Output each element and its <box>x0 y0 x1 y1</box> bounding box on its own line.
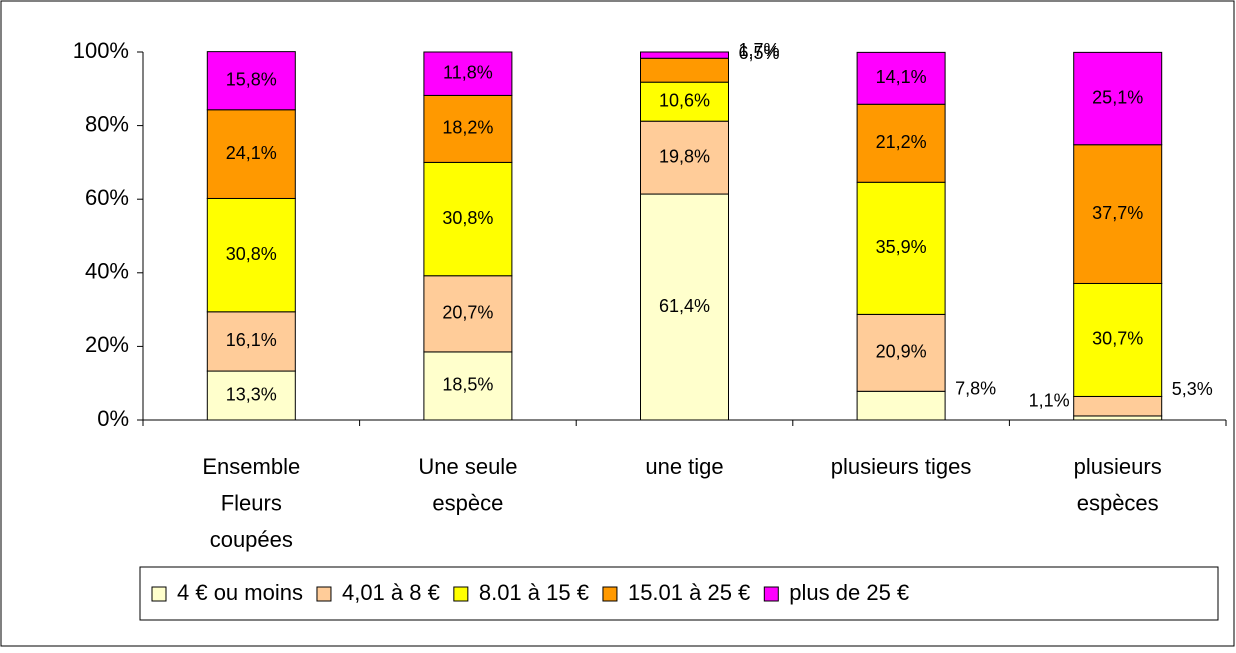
data-label: 35,9% <box>876 237 927 257</box>
bar-segment <box>206 109 296 199</box>
bar-segment <box>856 313 946 392</box>
y-tick-label: 0% <box>97 406 129 431</box>
data-label: 1,7% <box>739 40 780 60</box>
y-tick-label: 40% <box>85 259 129 284</box>
data-label: 5,3% <box>1172 379 1213 399</box>
bar-segment <box>640 81 729 122</box>
legend-swatch <box>763 586 779 602</box>
x-tick-line: plusieurs tiges <box>831 454 972 479</box>
data-label: 24,1% <box>226 143 277 163</box>
legend-swatch <box>151 586 167 602</box>
y-tick-label: 20% <box>85 332 129 357</box>
legend-label: 8.01 à 15 € <box>479 580 589 605</box>
data-label: 30,8% <box>226 244 277 264</box>
data-label: 20,9% <box>876 342 927 362</box>
bar-segment <box>856 181 946 315</box>
bar-segment <box>206 311 296 372</box>
data-label: 37,7% <box>1092 203 1143 223</box>
bar-segment <box>1073 415 1163 421</box>
x-tick-label: plusieurs tiges <box>831 454 972 479</box>
legend-label: 15.01 à 25 € <box>628 580 750 605</box>
x-tick-line: une tige <box>645 454 723 479</box>
bar-segment <box>640 120 729 195</box>
x-tick-line: espèces <box>1077 490 1159 515</box>
data-label: 15,8% <box>226 69 277 89</box>
bar-segment <box>1073 282 1163 397</box>
data-label: 18,2% <box>442 118 493 138</box>
bar-segment <box>206 197 296 313</box>
data-label: 61,4% <box>659 296 710 316</box>
bar-segment <box>423 275 513 353</box>
data-label: 7,8% <box>955 378 996 398</box>
bar-segment <box>640 51 729 59</box>
data-label: 30,8% <box>442 208 493 228</box>
bar-segment <box>856 103 946 183</box>
y-tick-label: 80% <box>85 111 129 136</box>
data-label: 19,8% <box>659 146 710 166</box>
data-label: 10,6% <box>659 90 710 110</box>
x-tick-line: Fleurs <box>221 490 282 515</box>
y-tick-label: 100% <box>73 38 129 63</box>
data-label: 20,7% <box>442 303 493 323</box>
legend-label: 4,01 à 8 € <box>342 580 440 605</box>
data-label: 16,1% <box>226 330 277 350</box>
bar-segment <box>1073 395 1163 417</box>
x-tick-label: plusieurs espèces <box>1074 454 1162 516</box>
bar-segment <box>206 370 296 421</box>
x-tick-line: plusieurs <box>1074 454 1162 479</box>
data-label: 13,3% <box>226 384 277 404</box>
bar-segment <box>423 94 513 163</box>
legend-label: plus de 25 € <box>789 580 909 605</box>
x-tick-line: Ensemble <box>202 454 300 479</box>
bar-segment <box>1073 144 1163 284</box>
data-label: 21,2% <box>876 132 927 152</box>
bar-segment <box>423 351 513 421</box>
bar-segment <box>640 57 729 83</box>
data-label: 25,1% <box>1092 87 1143 107</box>
legend-label: 4 € ou moins <box>177 580 303 605</box>
x-tick-line: Une seule <box>418 454 517 479</box>
x-tick-label: Ensemble Fleurs coupées <box>202 454 300 552</box>
data-label: 18,5% <box>442 375 493 395</box>
data-label: 1,1% <box>1029 391 1070 411</box>
bar-segment <box>423 51 513 96</box>
bar-segment <box>856 390 946 421</box>
bar-segment <box>856 51 946 105</box>
x-tick-line: espèce <box>432 490 503 515</box>
bar-segment <box>1073 51 1163 146</box>
x-tick-line: coupées <box>210 527 293 552</box>
data-label: 6,5% <box>739 43 780 63</box>
y-tick-label: 60% <box>85 185 129 210</box>
legend-swatch <box>453 586 469 602</box>
bar-segment <box>640 193 729 421</box>
legend-swatch <box>316 586 332 602</box>
data-label: 11,8% <box>443 62 493 82</box>
legend-swatch <box>602 586 618 602</box>
x-tick-label: Une seule espèce <box>418 454 517 516</box>
bar-segment <box>423 161 513 277</box>
data-label: 30,7% <box>1092 329 1143 349</box>
bar-segment <box>206 51 296 111</box>
data-label: 14,1% <box>876 67 927 87</box>
x-tick-label: une tige <box>645 454 723 479</box>
